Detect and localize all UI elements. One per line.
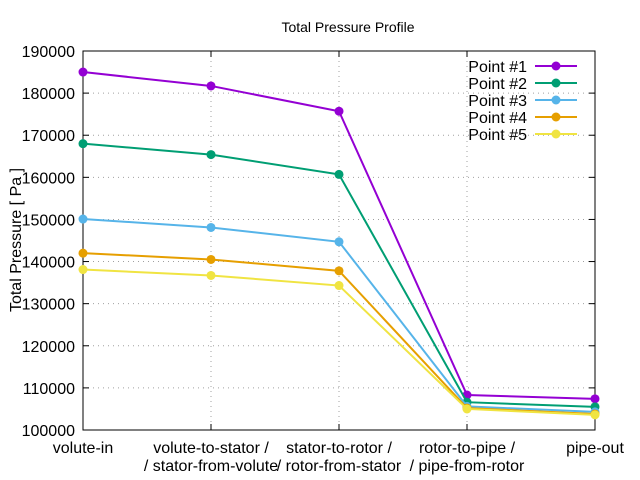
- legend-marker: [551, 129, 561, 139]
- legend-marker: [551, 112, 561, 122]
- y-tick-label: 160000: [22, 170, 75, 187]
- series-5: [78, 265, 600, 420]
- y-tick-label: 140000: [22, 255, 75, 272]
- x-tick-label: / rotor-from-stator: [277, 458, 402, 475]
- data-point: [206, 150, 216, 160]
- legend-label: Point #2: [468, 76, 527, 93]
- data-point: [590, 394, 600, 404]
- data-point: [78, 67, 88, 77]
- x-tick-label: / pipe-from-rotor: [410, 458, 525, 475]
- data-point: [590, 410, 600, 420]
- x-tick-label: stator-to-rotor /: [286, 440, 392, 457]
- legend-label: Point #3: [468, 93, 527, 110]
- y-axis-ticks: 100000 110000 120000 130000 140000 150000 1600…: [22, 44, 595, 440]
- legend-marker: [551, 78, 561, 88]
- chart-title: Total Pressure Profile: [281, 19, 414, 35]
- series-1: [78, 67, 600, 404]
- series-line: [82, 252, 596, 415]
- x-tick-label: rotor-to-pipe /: [419, 440, 516, 457]
- series-group: [78, 67, 600, 420]
- data-point: [78, 214, 88, 224]
- x-tick-label: / stator-from-volute: [144, 458, 278, 475]
- y-tick-label: 100000: [22, 423, 75, 440]
- x-axis-ticks: volute-in volute-to-stator // stator-from…: [53, 51, 624, 475]
- data-point: [334, 266, 344, 276]
- data-point: [462, 404, 472, 414]
- x-tick-label: volute-in: [53, 440, 113, 457]
- y-tick-label: 150000: [22, 212, 75, 229]
- y-axis-label: Total Pressure [ Pa ]: [8, 168, 25, 312]
- data-point: [206, 81, 216, 91]
- data-point: [334, 169, 344, 179]
- y-tick-label: 120000: [22, 339, 75, 356]
- data-point: [334, 106, 344, 116]
- y-tick-label: 190000: [22, 44, 75, 61]
- data-point: [78, 139, 88, 149]
- legend-marker: [551, 61, 561, 71]
- data-point: [206, 270, 216, 280]
- y-tick-label: 130000: [22, 297, 75, 314]
- grid-lines: [83, 51, 595, 430]
- data-point: [334, 237, 344, 247]
- plot-frame: [82, 50, 596, 431]
- data-point: [334, 281, 344, 291]
- series-line: [82, 218, 596, 413]
- legend-label: Point #4: [468, 110, 527, 127]
- data-point: [78, 265, 88, 275]
- y-tick-label: 110000: [23, 381, 75, 398]
- series-4: [78, 248, 600, 419]
- legend-label: Point #5: [468, 127, 527, 144]
- x-tick-label: volute-to-stator /: [153, 440, 269, 457]
- data-point: [206, 254, 216, 264]
- data-point: [206, 222, 216, 232]
- legend-label: Point #1: [468, 59, 527, 76]
- legend-marker: [551, 95, 561, 105]
- data-point: [78, 248, 88, 258]
- x-tick-label: pipe-out: [566, 440, 624, 457]
- y-tick-label: 180000: [22, 86, 75, 103]
- y-tick-label: 170000: [22, 128, 75, 145]
